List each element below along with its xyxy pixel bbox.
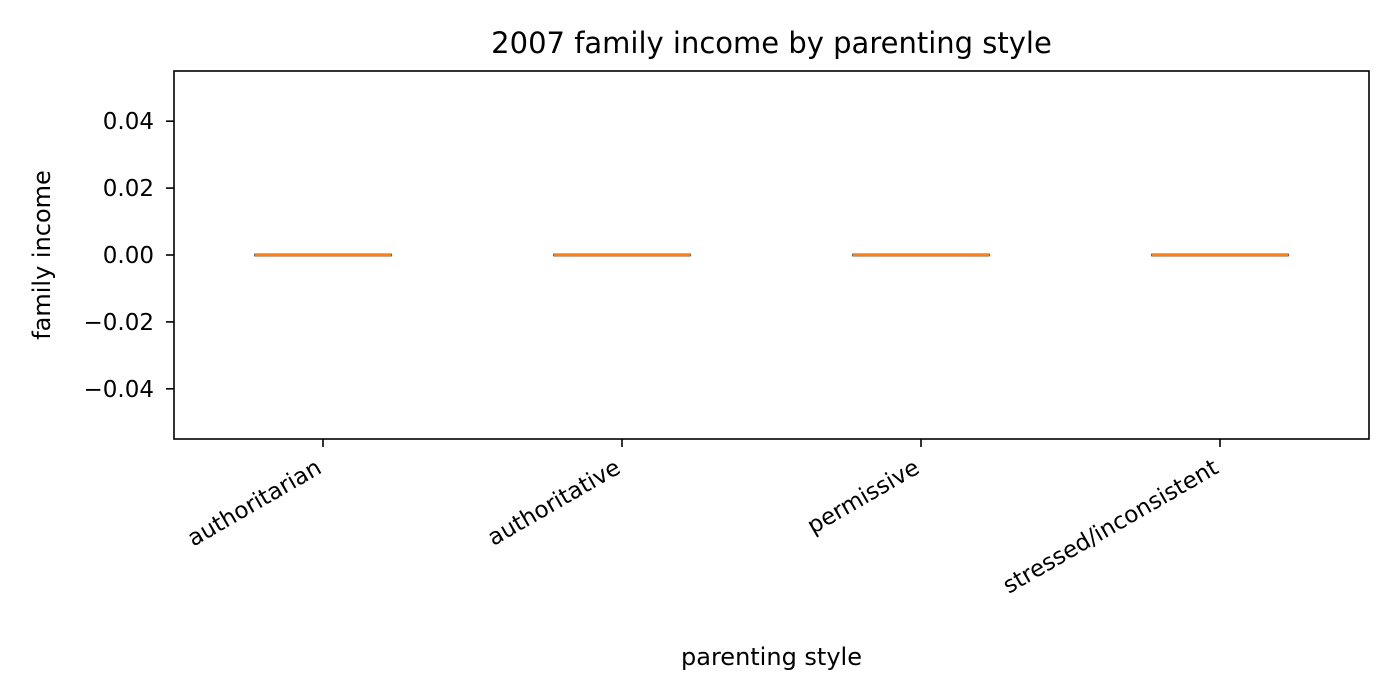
x-tick-label: authoritarian	[183, 455, 326, 552]
x-axis: authoritarian authoritative permissive stre…	[183, 439, 1223, 599]
x-tick-label: authoritative	[483, 455, 625, 552]
x-tick-label: permissive	[803, 455, 924, 540]
y-tick-label: −0.04	[84, 377, 154, 403]
y-tick-label: −0.02	[84, 310, 154, 336]
chart-title: 2007 family income by parenting style	[491, 26, 1052, 60]
y-axis-label: family income	[28, 170, 56, 340]
y-tick-label: 0.02	[103, 176, 154, 202]
box-series	[254, 253, 1289, 257]
y-tick-label: 0.00	[103, 243, 154, 269]
x-axis-label: parenting style	[681, 643, 862, 671]
y-tick-label: 0.04	[103, 109, 154, 135]
x-tick-label: stressed/inconsistent	[999, 455, 1223, 599]
y-axis: −0.04 −0.02 0.00 0.02 0.04	[84, 109, 174, 403]
